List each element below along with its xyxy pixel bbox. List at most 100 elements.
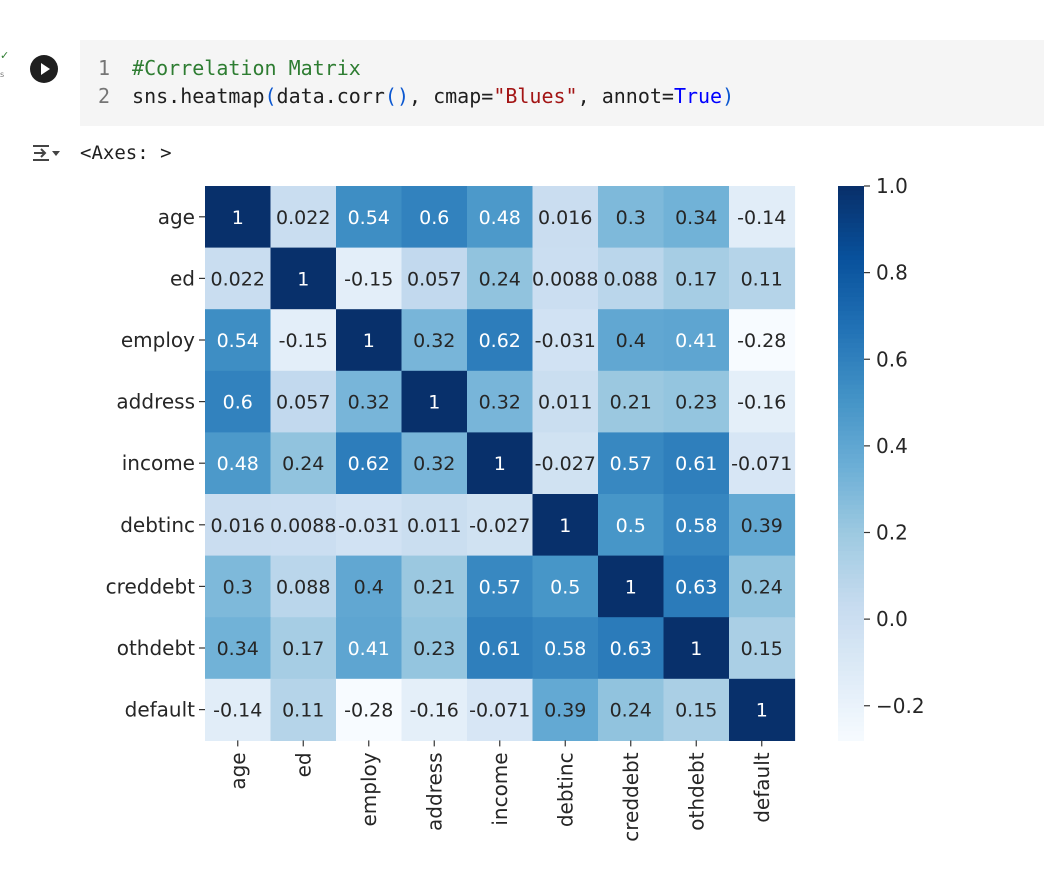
colorbar-segment <box>838 380 864 386</box>
heatmap-cell <box>532 370 599 433</box>
heatmap-cell <box>467 494 534 557</box>
colorbar-segment <box>838 666 864 672</box>
cell-annotation: 1 <box>756 700 768 722</box>
colorbar-tick-label: −0.2 <box>876 694 925 718</box>
cell-annotation: 0.24 <box>610 700 652 722</box>
heatmap-cell <box>401 494 468 557</box>
heatmap-cell <box>663 494 730 557</box>
output-text: <Axes: > <box>80 142 172 164</box>
colorbar-segment <box>838 195 864 201</box>
cell-annotation: 0.4 <box>354 576 384 598</box>
heatmap-cell <box>598 678 665 741</box>
colorbar-segment <box>838 209 864 215</box>
y-tick-label: creddebt <box>106 574 195 598</box>
cell-annotation: 0.41 <box>348 638 390 660</box>
code-line-1: 1 #Correlation Matrix <box>98 54 361 82</box>
cell-annotation: 0.15 <box>741 638 783 660</box>
x-tick-label: income <box>488 752 512 825</box>
code-paren-open: ( <box>264 84 277 108</box>
cell-annotation: -0.071 <box>731 453 792 475</box>
colorbar-segment <box>838 500 864 506</box>
heatmap-cell <box>729 247 796 310</box>
colorbar-tick-label: 1.0 <box>876 174 908 198</box>
cell-annotation: 1 <box>690 638 702 660</box>
heatmap-cell <box>336 370 403 433</box>
colorbar-segment <box>838 560 864 566</box>
colorbar-segment <box>838 236 864 243</box>
cell-annotation: 1 <box>559 515 571 537</box>
code-paren-close: ) <box>722 84 735 108</box>
colorbar-segment <box>838 708 864 714</box>
cell-annotation: 0.24 <box>741 576 783 598</box>
heatmap-cell <box>467 678 534 741</box>
heatmap-cell <box>598 432 665 495</box>
heatmap-cell <box>270 247 337 310</box>
line-number: 1 <box>98 56 111 80</box>
cell-annotation: 0.11 <box>741 268 783 290</box>
cell-annotation: -0.027 <box>535 453 596 475</box>
colorbar-segment <box>838 319 864 326</box>
y-axis: age ed employ address income debtinc creddebt o… <box>106 205 205 722</box>
code-call-parens: () <box>384 84 410 108</box>
heatmap-cell <box>729 555 796 618</box>
cell-annotation: -0.071 <box>469 700 530 722</box>
cell-annotation: 0.0088 <box>532 268 598 290</box>
cell-annotation: 0.15 <box>675 700 717 722</box>
heatmap-cell <box>663 555 730 618</box>
colorbar-tick-label: 0.4 <box>876 434 908 458</box>
run-cell-button[interactable] <box>30 55 58 83</box>
code-editor[interactable]: 1 #Correlation Matrix 2 sns.heatmap(data… <box>80 40 1044 126</box>
colorbar-segment <box>838 412 864 418</box>
cell-annotation: 0.32 <box>413 453 455 475</box>
heatmap-cell <box>663 309 730 372</box>
heatmap-cell <box>598 309 665 372</box>
code-function: sns.heatmap <box>132 84 265 108</box>
heatmap-cell <box>270 555 337 618</box>
cell-annotation: 0.6 <box>419 207 449 229</box>
code-arg: data.corr <box>276 84 385 108</box>
x-tick-label: creddebt <box>619 752 643 841</box>
cell-annotation: 0.54 <box>217 330 259 352</box>
heatmap-cell <box>205 678 272 741</box>
colorbar-segment <box>838 287 864 293</box>
heatmap-cell <box>401 370 468 433</box>
colorbar-segment <box>838 199 864 206</box>
colorbar-segment <box>838 606 864 612</box>
colorbar-segment <box>838 509 864 515</box>
cell-annotation: 0.057 <box>407 268 461 290</box>
cell-annotation: -0.15 <box>279 330 328 352</box>
heatmap-cell <box>663 617 730 680</box>
colorbar-segment <box>838 569 864 575</box>
colorbar-segment <box>838 430 864 437</box>
heatmap-cell <box>205 432 272 495</box>
colorbar-segment <box>838 689 864 695</box>
cell-annotation: 0.54 <box>348 207 390 229</box>
colorbar-segment <box>838 698 864 705</box>
colorbar-segment <box>838 615 864 621</box>
heatmap-cell <box>729 309 796 372</box>
colorbar-segment <box>838 721 864 728</box>
heatmap-cell <box>532 309 599 372</box>
cell-annotation: 0.17 <box>675 268 717 290</box>
cell-annotation: 0.63 <box>610 638 652 660</box>
colorbar-segment <box>838 338 864 344</box>
heatmap-cell <box>467 370 534 433</box>
colorbar-segment <box>838 634 864 640</box>
cell-annotation: 0.011 <box>538 392 592 414</box>
cell-annotation: 0.61 <box>479 638 521 660</box>
cell-annotation: 0.62 <box>479 330 521 352</box>
cell-annotation: 1 <box>297 268 309 290</box>
cell-annotation: 0.61 <box>675 453 717 475</box>
colorbar-segment <box>838 546 864 552</box>
colorbar-segment <box>838 527 864 534</box>
heatmap-cell <box>205 617 272 680</box>
colorbar-segment <box>838 495 864 501</box>
colorbar-segment <box>838 648 864 654</box>
output-toggle-icon[interactable] <box>30 140 62 166</box>
heatmap-cell <box>467 309 534 372</box>
heatmap-cell <box>467 617 534 680</box>
colorbar-segment <box>838 393 864 400</box>
colorbar-segment <box>838 694 864 700</box>
colorbar-segment <box>838 250 864 256</box>
heatmap-cell <box>401 678 468 741</box>
